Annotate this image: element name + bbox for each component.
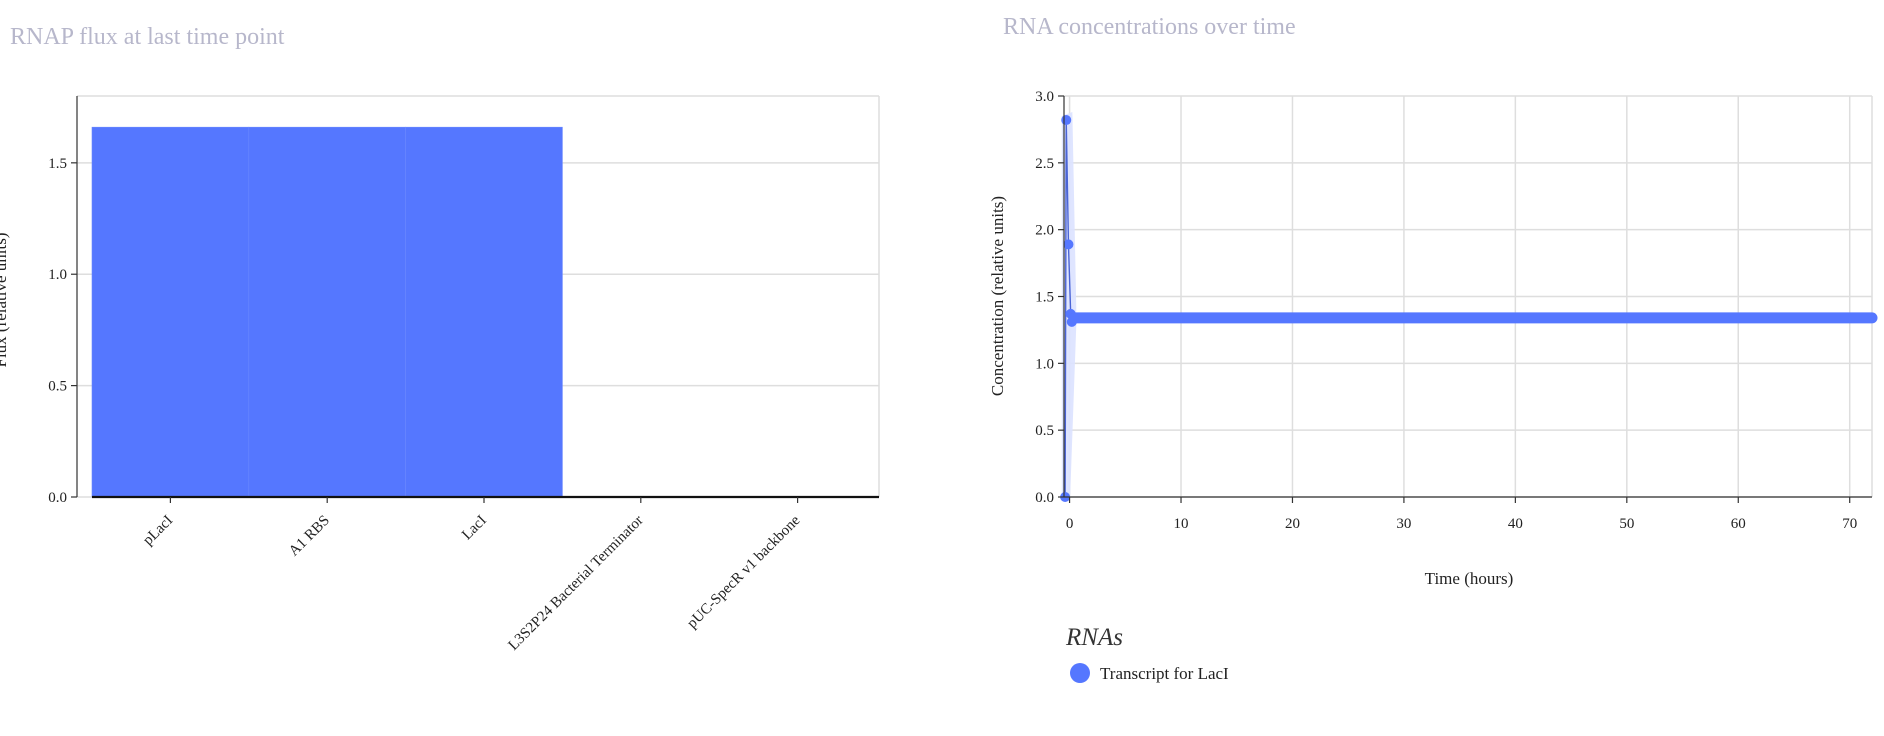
- rna-chart-title: RNA concentrations over time: [1003, 14, 1296, 40]
- rna-x-tick-label: 0: [1066, 516, 1074, 532]
- flux-bar: [248, 126, 406, 498]
- flux-y-ticks: 0.0 0.5 1.0 1.5: [48, 156, 77, 506]
- rna-x-axis-label: Time (hours): [1425, 569, 1514, 588]
- flux-y-axis-label: Flux (relative units): [0, 232, 10, 367]
- flux-x-tick-label: A1 RBS: [286, 513, 333, 560]
- rna-x-tick-label: 40: [1508, 516, 1523, 532]
- rna-x-tick-label: 20: [1285, 516, 1300, 532]
- legend-item-label: Transcript for LacI: [1100, 664, 1229, 683]
- flux-bar: [91, 126, 250, 498]
- rna-legend: RNAs Transcript for LacI: [1065, 624, 1229, 683]
- rna-y-tick-label: 0.0: [1035, 490, 1054, 506]
- rna-data-point: [1061, 115, 1072, 126]
- flux-x-ticks: pLacI A1 RBS LacI L3S2P24 Bacterial Termina…: [140, 497, 804, 654]
- rna-y-axis-label: Concentration (relative units): [988, 196, 1007, 396]
- legend-title: RNAs: [1065, 624, 1123, 651]
- rna-y-tick-label: 2.5: [1035, 156, 1054, 172]
- flux-x-tick-label: pLacI: [140, 513, 176, 549]
- rna-y-tick-label: 1.5: [1035, 290, 1054, 306]
- rna-y-ticks: 0.0 0.5 1.0 1.5 2.0 2.5 3.0: [1035, 89, 1064, 506]
- rna-x-ticks: 0 10 20 30 40 50 60 70: [1066, 497, 1857, 532]
- flux-x-tick-label: LacI: [459, 513, 490, 544]
- flux-y-tick-label: 1.5: [48, 156, 67, 172]
- flux-y-tick-label: 0.0: [48, 490, 67, 506]
- rna-y-tick-label: 1.0: [1035, 356, 1054, 372]
- rna-x-tick-label: 60: [1731, 516, 1746, 532]
- flux-bars: [91, 126, 563, 498]
- rna-grid: [1064, 95, 1873, 498]
- rna-x-tick-label: 70: [1842, 516, 1857, 532]
- rna-chart: RNA concentrations over time 0.0 0.5 1.0 1.…: [988, 14, 1878, 683]
- rna-series: [1060, 112, 1878, 502]
- rna-y-tick-label: 3.0: [1035, 89, 1054, 105]
- rna-x-tick-label: 30: [1396, 516, 1411, 532]
- rna-data-point: [1069, 312, 1080, 323]
- flux-y-tick-label: 0.5: [48, 379, 67, 395]
- rna-y-tick-label: 2.0: [1035, 223, 1054, 239]
- rna-series-line: [1064, 120, 1872, 498]
- flux-bar: [405, 126, 563, 498]
- rna-x-tick-label: 50: [1619, 516, 1634, 532]
- rna-x-tick-label: 10: [1174, 516, 1189, 532]
- flux-x-tick-label: L3S2P24 Bacterial Terminator: [505, 513, 646, 654]
- flux-chart: RNAP flux at last time point 0.0 0.5 1.0 1.…: [0, 24, 880, 654]
- flux-chart-title: RNAP flux at last time point: [10, 24, 285, 50]
- rna-y-tick-label: 0.5: [1035, 423, 1054, 439]
- flux-y-tick-label: 1.0: [48, 267, 67, 283]
- flux-x-tick-label: pUC-SpecR v1 backbone: [684, 512, 803, 631]
- rna-data-point: [1063, 239, 1074, 250]
- legend-swatch-icon: [1070, 663, 1090, 683]
